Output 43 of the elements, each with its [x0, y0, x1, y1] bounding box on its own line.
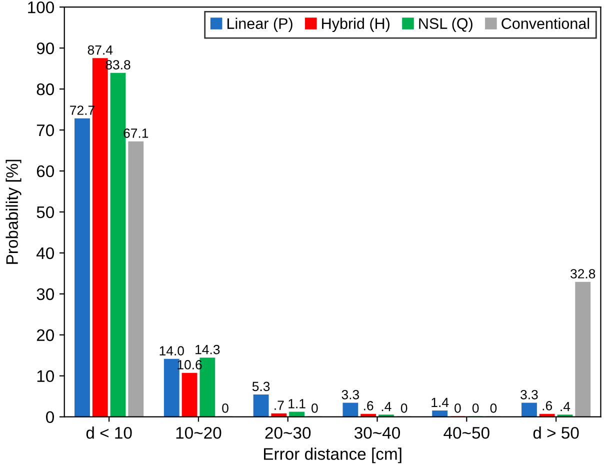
legend-label: NSL (Q): [419, 18, 472, 32]
x-tick-label: 40~50: [444, 426, 490, 439]
data-label: .4: [382, 402, 392, 412]
data-label: .4: [560, 402, 570, 412]
y-tick-label: 0: [46, 411, 54, 424]
y-tick-label: 100: [28, 1, 54, 14]
data-label: 0: [222, 403, 228, 413]
y-tick-label: 40: [36, 247, 54, 260]
data-label: 87.4: [88, 45, 113, 55]
y-tick-label: 30: [36, 288, 54, 300]
data-label: 14.3: [196, 344, 220, 354]
x-tick-label: d > 50: [533, 426, 579, 439]
y-tick-label: 60: [36, 165, 54, 178]
x-tick-label: 30~40: [354, 426, 400, 439]
data-label: 0: [472, 403, 479, 413]
y-tick-label: 20: [36, 329, 54, 342]
data-label: 0: [400, 403, 408, 413]
data-label: 0: [312, 403, 318, 413]
x-tick-label: 10~20: [176, 426, 222, 439]
legend-label: Linear (P): [228, 18, 292, 32]
data-label: 32.8: [570, 269, 596, 278]
y-axis-title: Probability [%]: [6, 160, 22, 264]
data-label: .6: [542, 401, 552, 410]
legend-label: Hybrid (H): [322, 18, 390, 32]
data-label: 3.3: [520, 390, 538, 400]
y-tick-label: 50: [36, 206, 54, 218]
data-label: 14.0: [160, 346, 184, 356]
data-label: 5.3: [252, 382, 270, 392]
x-tick-label: d < 10: [86, 426, 132, 439]
y-tick-label: 90: [36, 42, 54, 54]
x-tick-label: 20~30: [265, 426, 311, 439]
data-label: 1.1: [288, 399, 306, 408]
legend-label: Conventional: [502, 18, 590, 29]
y-tick-label: 70: [36, 124, 54, 136]
y-tick-label: 80: [36, 83, 54, 96]
data-label: .6: [364, 401, 374, 410]
y-tick-label: 10: [37, 370, 54, 382]
data-label: 1.4: [432, 398, 449, 407]
x-axis-title: Error distance [cm]: [264, 448, 402, 464]
data-label: 0: [454, 403, 461, 413]
data-label: 0: [490, 403, 497, 413]
data-label: .7: [274, 400, 284, 410]
data-label: 3.3: [342, 390, 360, 400]
